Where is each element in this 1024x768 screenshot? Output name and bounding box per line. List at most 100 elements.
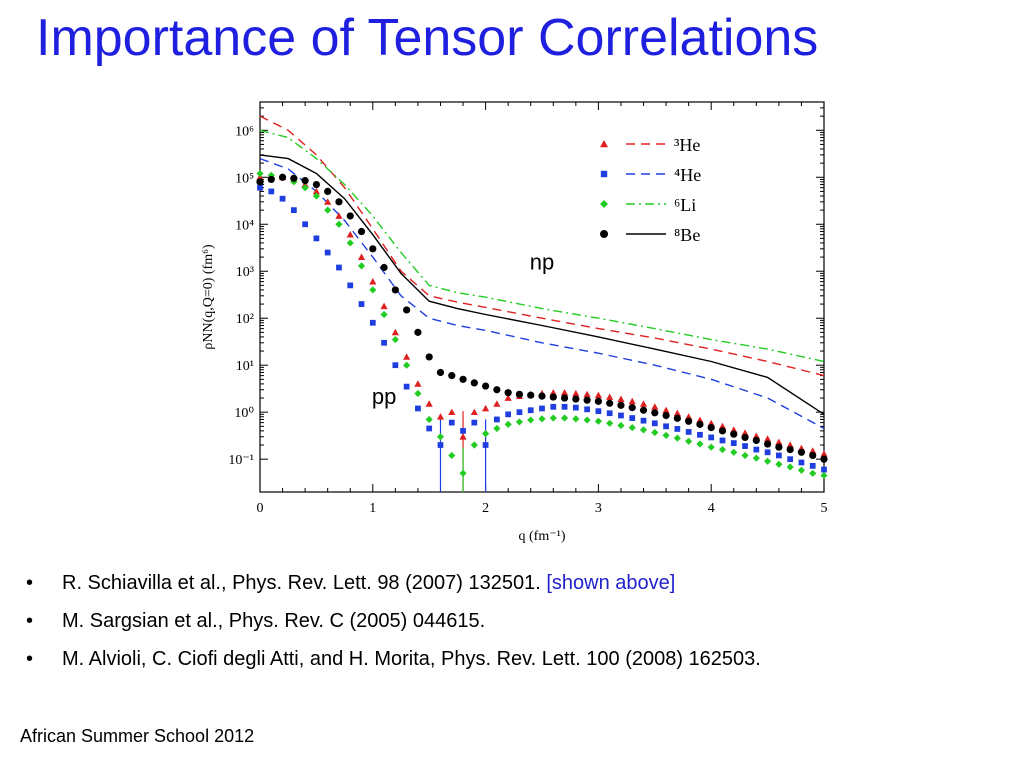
pp-point-circle bbox=[448, 372, 456, 380]
pp-point-circle bbox=[786, 445, 794, 454]
pp-point-square bbox=[595, 408, 602, 415]
pp-point-triangle bbox=[470, 408, 478, 416]
pp-point-circle bbox=[617, 401, 625, 409]
pp-point-triangle bbox=[414, 380, 422, 387]
pp-point-triangle bbox=[436, 413, 445, 420]
pp-point-diamond bbox=[527, 416, 535, 424]
pp-point-triangle bbox=[391, 328, 399, 336]
chart-container: 0 1 2 3 4 5 10⁻¹ 10⁰ 10¹ 10² 10³ 10⁴ 10⁵ 10⁶ q (fm⁻¹) ρ… bbox=[190, 92, 840, 552]
pp-point-triangle bbox=[504, 394, 512, 401]
pp-point-diamond bbox=[301, 184, 309, 192]
pp-point-circle bbox=[583, 396, 591, 404]
pp-point-square bbox=[347, 282, 354, 289]
pp-point-circle bbox=[515, 390, 524, 398]
pp-point-diamond bbox=[549, 414, 557, 422]
pp-point-circle bbox=[594, 397, 602, 405]
pp-point-circle bbox=[538, 392, 546, 400]
pp-point-triangle bbox=[752, 432, 760, 439]
slide-title: Importance of Tensor Correlations bbox=[36, 9, 819, 67]
pp-point-diamond bbox=[786, 463, 794, 471]
pp-point-square bbox=[494, 416, 500, 423]
pp-point-square bbox=[426, 425, 433, 432]
pp-point-circle bbox=[820, 455, 828, 463]
reference-list: • R. Schiavilla et al., Phys. Rev. Lett.… bbox=[20, 570, 761, 684]
y-axis-title: ρNN(q,Q=0) (fm⁶) bbox=[201, 244, 216, 350]
pp-point-circle bbox=[482, 382, 490, 390]
pp-point-triangle bbox=[403, 353, 411, 360]
label-pp: pp bbox=[372, 384, 396, 409]
x-tick-label: 1 bbox=[369, 501, 376, 516]
legend-marker-diamond bbox=[600, 200, 609, 208]
pp-point-circle bbox=[470, 379, 478, 387]
y-tick-label: 10⁻¹ bbox=[228, 453, 254, 468]
y-tick-label: 10³ bbox=[236, 265, 254, 280]
pp-point-triangle bbox=[718, 422, 727, 430]
pp-point-diamond bbox=[482, 429, 490, 438]
pp-point-square bbox=[764, 449, 771, 456]
pp-point-diamond bbox=[391, 336, 399, 344]
y-tick-label: 10⁴ bbox=[235, 218, 254, 233]
legend-marker-triangle bbox=[600, 140, 609, 148]
pp-point-diamond bbox=[775, 460, 783, 468]
pp-point-triangle bbox=[786, 441, 794, 448]
y-tick-label: 10⁵ bbox=[235, 171, 254, 186]
reference-item: • M. Alvioli, C. Ciofi degli Atti, and H… bbox=[20, 646, 761, 672]
pp-point-square bbox=[663, 423, 669, 430]
pp-point-diamond bbox=[403, 361, 411, 369]
pp-point-square bbox=[336, 264, 342, 271]
pp-point-circle bbox=[290, 174, 298, 182]
pp-point-diamond bbox=[718, 445, 727, 454]
pp-point-diamond bbox=[256, 169, 264, 178]
pp-point-diamond bbox=[324, 206, 332, 214]
footer-text: African Summer School 2012 bbox=[20, 726, 255, 746]
pp-point-circle bbox=[730, 430, 738, 438]
pp-point-diamond bbox=[617, 421, 625, 430]
pp-point-diamond bbox=[651, 428, 659, 437]
x-tick-label: 5 bbox=[821, 501, 828, 516]
pp-point-triangle bbox=[764, 435, 772, 442]
pp-point-circle bbox=[572, 395, 580, 403]
pp-point-circle bbox=[797, 448, 806, 456]
pp-point-circle bbox=[380, 263, 388, 272]
pp-point-square bbox=[505, 411, 512, 418]
pp-point-diamond bbox=[797, 466, 806, 474]
pp-point-circle bbox=[357, 227, 366, 236]
pp-point-circle bbox=[673, 414, 681, 422]
pp-point-circle bbox=[628, 404, 636, 412]
x-tick-label: 4 bbox=[708, 501, 715, 516]
pp-point-diamond bbox=[639, 426, 648, 434]
pp-point-diamond bbox=[707, 443, 715, 451]
shown-above-note: [shown above] bbox=[546, 572, 676, 594]
pp-point-circle bbox=[560, 394, 569, 402]
y-tick-label: 10⁶ bbox=[235, 124, 254, 139]
pp-point-square bbox=[719, 437, 726, 444]
pp-point-square bbox=[753, 446, 760, 453]
pp-point-triangle bbox=[448, 408, 456, 416]
pp-point-square bbox=[572, 404, 579, 411]
legend-marker-circle bbox=[600, 230, 609, 238]
pp-point-square bbox=[268, 188, 275, 195]
bullet-marker: • bbox=[26, 610, 34, 632]
pp-point-square bbox=[697, 431, 703, 438]
pp-point-square bbox=[821, 466, 827, 473]
pp-point-circle bbox=[504, 389, 512, 397]
pp-point-triangle bbox=[346, 231, 354, 238]
pp-point-circle bbox=[707, 423, 715, 432]
legend-label: ⁴He bbox=[674, 165, 701, 185]
pp-point-triangle bbox=[820, 450, 828, 457]
pp-point-diamond bbox=[685, 437, 693, 445]
pp-point-square bbox=[561, 403, 568, 410]
pp-point-triangle bbox=[572, 389, 580, 397]
pp-point-circle bbox=[606, 399, 614, 407]
pp-point-triangle bbox=[809, 447, 817, 454]
pp-point-triangle bbox=[583, 390, 591, 398]
pp-point-circle bbox=[685, 417, 693, 425]
y-tick-label: 10² bbox=[236, 312, 254, 327]
pp-point-triangle bbox=[617, 395, 625, 402]
pp-point-square bbox=[798, 459, 805, 466]
pp-point-square bbox=[708, 434, 715, 441]
x-axis-title: q (fm⁻¹) bbox=[519, 529, 566, 544]
pp-point-diamond bbox=[594, 417, 602, 425]
pp-point-diamond bbox=[380, 310, 388, 319]
pp-point-diamond bbox=[369, 286, 377, 294]
